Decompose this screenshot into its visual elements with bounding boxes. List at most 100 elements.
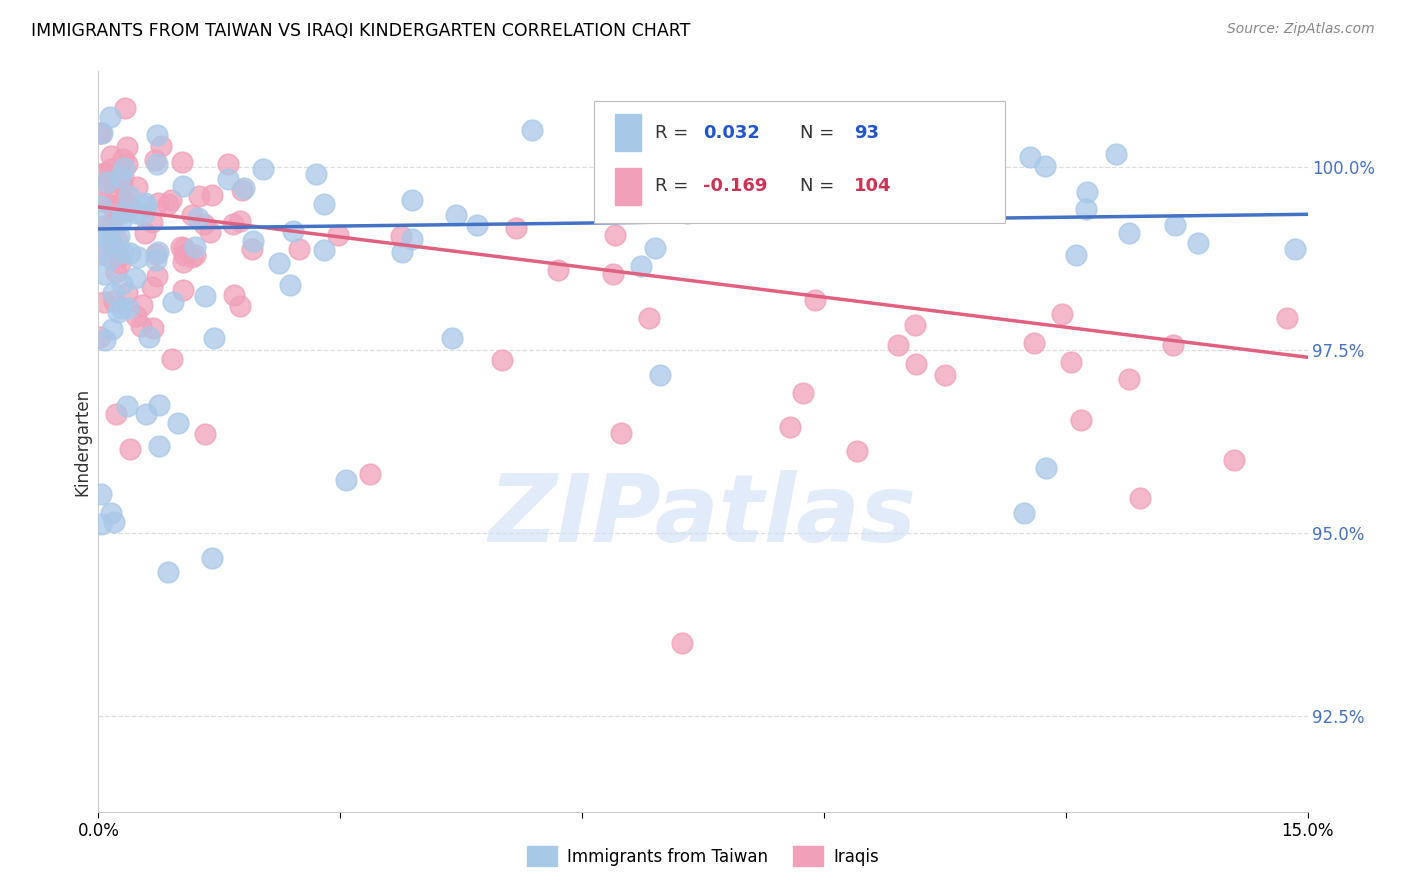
- Point: [1164, 219, 1187, 233]
- Point: [101, 285, 124, 300]
- Point: [90, 126, 112, 140]
- Point: [156, 197, 179, 211]
- Point: [288, 242, 311, 256]
- Point: [145, 247, 167, 261]
- FancyBboxPatch shape: [614, 168, 641, 204]
- Point: [194, 288, 217, 302]
- Point: [104, 206, 127, 220]
- Point: [118, 189, 141, 203]
- Point: [103, 515, 125, 529]
- Point: [91, 246, 114, 260]
- Point: [94, 333, 117, 347]
- Point: [441, 331, 464, 345]
- FancyBboxPatch shape: [595, 101, 1005, 223]
- Point: [202, 331, 225, 345]
- Text: N =: N =: [800, 124, 834, 142]
- Point: [108, 229, 131, 244]
- Point: [1277, 310, 1299, 325]
- Point: [111, 177, 134, 191]
- Point: [252, 161, 274, 176]
- Point: [1118, 372, 1140, 386]
- Point: [904, 357, 927, 371]
- Point: [141, 280, 163, 294]
- Legend: Immigrants from Taiwan, Iraqis: Immigrants from Taiwan, Iraqis: [520, 839, 886, 873]
- Point: [1035, 461, 1057, 475]
- Point: [630, 260, 652, 274]
- Point: [169, 240, 191, 254]
- Point: [145, 269, 167, 284]
- Point: [401, 232, 423, 246]
- Point: [90, 516, 112, 531]
- Point: [97, 231, 120, 245]
- Point: [120, 246, 142, 260]
- Point: [401, 194, 423, 208]
- Point: [98, 232, 121, 246]
- Point: [91, 219, 114, 233]
- Point: [232, 180, 254, 194]
- Point: [125, 309, 148, 323]
- Point: [115, 204, 138, 219]
- Point: [193, 217, 215, 231]
- Point: [112, 161, 135, 175]
- Point: [148, 398, 170, 412]
- Y-axis label: Kindergarten: Kindergarten: [73, 387, 91, 496]
- Point: [89, 330, 111, 344]
- Point: [117, 140, 139, 154]
- Point: [160, 193, 183, 207]
- Point: [100, 321, 122, 335]
- Point: [269, 256, 291, 270]
- Point: [111, 194, 134, 208]
- Point: [111, 206, 134, 220]
- Point: [100, 251, 122, 265]
- Point: [127, 250, 149, 264]
- Point: [135, 199, 157, 213]
- Point: [184, 248, 207, 262]
- Point: [201, 188, 224, 202]
- Point: [89, 245, 111, 260]
- Point: [105, 407, 128, 421]
- Point: [231, 183, 253, 197]
- Point: [110, 214, 132, 228]
- Point: [1284, 242, 1306, 256]
- Point: [676, 206, 699, 220]
- Point: [804, 293, 827, 307]
- Point: [644, 241, 666, 255]
- Point: [107, 305, 129, 319]
- Point: [93, 268, 115, 282]
- Point: [779, 419, 801, 434]
- Point: [98, 175, 121, 189]
- Point: [603, 227, 626, 242]
- Point: [115, 285, 138, 300]
- Point: [1076, 202, 1098, 216]
- Point: [335, 473, 357, 487]
- Point: [180, 208, 202, 222]
- Point: [115, 399, 138, 413]
- Point: [110, 256, 132, 270]
- Point: [314, 243, 336, 257]
- Point: [224, 287, 246, 301]
- Point: [229, 299, 252, 313]
- Point: [904, 318, 927, 332]
- Point: [134, 195, 156, 210]
- Point: [91, 179, 114, 194]
- Point: [240, 242, 263, 256]
- Point: [194, 426, 217, 441]
- Point: [201, 551, 224, 566]
- Point: [93, 295, 115, 310]
- Point: [131, 208, 153, 222]
- Point: [110, 249, 132, 263]
- Point: [131, 298, 153, 312]
- Point: [101, 236, 124, 251]
- Point: [326, 228, 349, 243]
- Point: [104, 265, 127, 279]
- Text: 0.032: 0.032: [703, 124, 759, 142]
- Point: [160, 351, 183, 366]
- Point: [602, 268, 624, 282]
- Point: [242, 234, 264, 248]
- Point: [650, 368, 672, 383]
- Point: [91, 126, 114, 140]
- Text: R =: R =: [655, 178, 693, 195]
- Point: [1076, 186, 1098, 200]
- Point: [600, 192, 623, 206]
- Point: [134, 227, 156, 241]
